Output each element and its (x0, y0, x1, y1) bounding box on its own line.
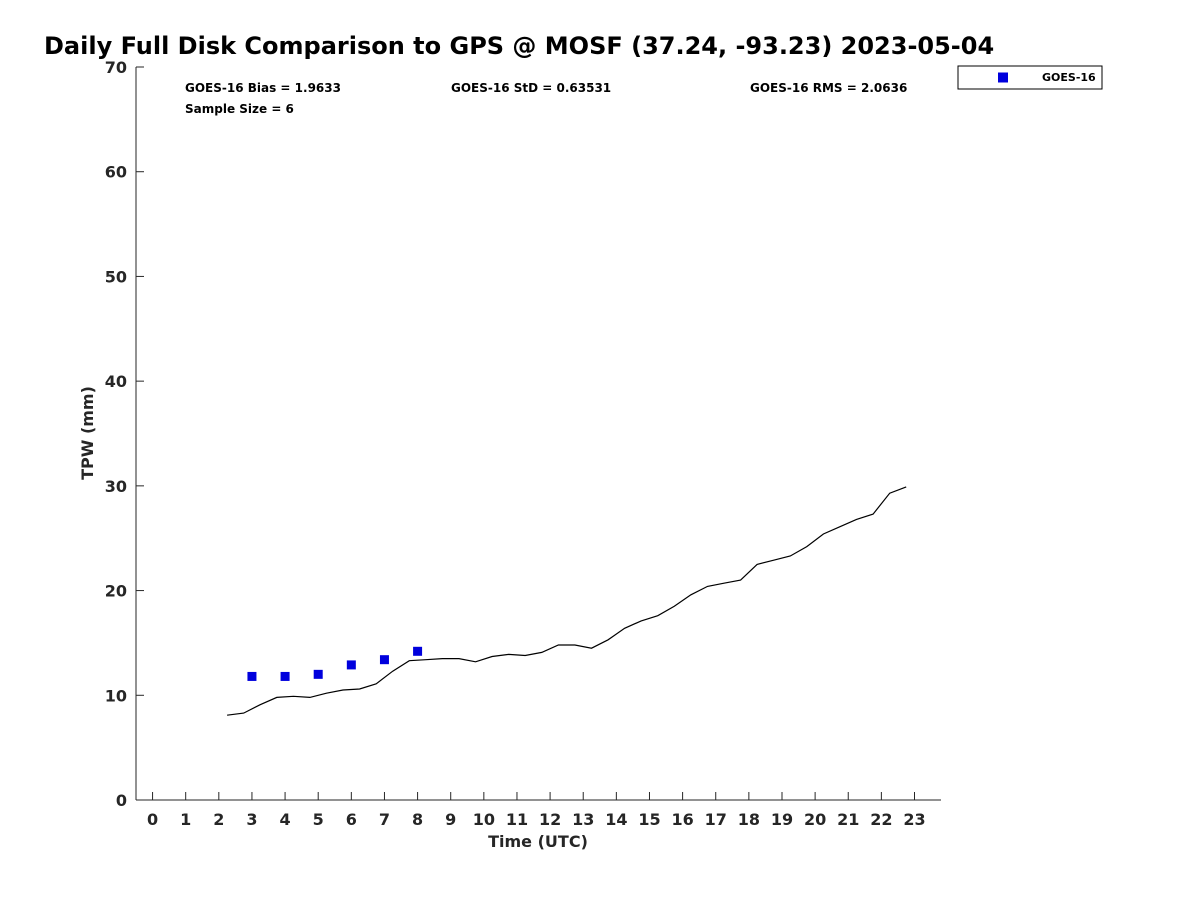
x-tick-label: 7 (379, 810, 390, 829)
x-tick-label: 6 (346, 810, 357, 829)
x-axis-label: Time (UTC) (488, 832, 588, 851)
x-tick-label: 18 (738, 810, 760, 829)
x-tick-label: 13 (572, 810, 594, 829)
goes16-point (346, 660, 356, 670)
x-tick-label: 19 (771, 810, 793, 829)
y-tick-label: 50 (105, 267, 127, 286)
x-tick-label: 12 (539, 810, 561, 829)
goes16-point (379, 655, 389, 665)
x-tick-label: 14 (605, 810, 627, 829)
chart-title: Daily Full Disk Comparison to GPS @ MOSF… (44, 32, 994, 60)
x-tick-label: 1 (180, 810, 191, 829)
gps-tpw-line (227, 486, 907, 716)
goes16-series (247, 646, 423, 681)
bias-stat: GOES-16 Bias = 1.9633 (185, 81, 341, 95)
x-tick-label: 3 (246, 810, 257, 829)
x-tick-label: 2 (213, 810, 224, 829)
x-tick-label: 22 (870, 810, 892, 829)
y-tick-label: 30 (105, 477, 127, 496)
x-tick-label: 16 (671, 810, 693, 829)
goes16-point (313, 669, 323, 679)
x-tick-label: 0 (147, 810, 158, 829)
y-tick-label: 0 (116, 791, 127, 810)
y-axis-ticks: 0 10 20 30 40 50 60 70 (105, 58, 144, 810)
y-tick-label: 40 (105, 372, 127, 391)
y-tick-label: 20 (105, 582, 127, 601)
legend-box (957, 65, 1103, 90)
x-tick-label: 5 (313, 810, 324, 829)
gps-series (227, 486, 907, 716)
x-tick-label: 20 (804, 810, 826, 829)
x-tick-label: 4 (280, 810, 291, 829)
x-tick-label: 23 (903, 810, 925, 829)
x-tick-label: 9 (445, 810, 456, 829)
y-tick-label: 10 (105, 686, 127, 705)
goes16-point (280, 671, 290, 681)
x-tick-label: 11 (506, 810, 528, 829)
std-stat: GOES-16 StD = 0.63531 (451, 81, 611, 95)
y-axis-label: TPW (mm) (78, 386, 97, 480)
x-tick-label: 17 (705, 810, 727, 829)
x-tick-label: 15 (638, 810, 660, 829)
plot-axes (135, 67, 941, 801)
rms-stat: GOES-16 RMS = 2.0636 (750, 81, 907, 95)
x-axis-ticks: 0 1 2 3 4 5 6 7 8 9 10 11 12 13 14 15 16 17 18 19 20 21 22 23 (147, 792, 926, 829)
legend-label: GOES-16 (1042, 71, 1096, 84)
x-tick-label: 10 (473, 810, 495, 829)
sample-size-stat: Sample Size = 6 (185, 102, 294, 116)
legend: GOES-16 (957, 65, 1103, 90)
goes16-point (247, 671, 257, 681)
y-tick-label: 70 (105, 58, 127, 77)
legend-marker (998, 72, 1008, 83)
x-tick-label: 8 (412, 810, 423, 829)
goes16-point (413, 646, 423, 656)
x-tick-label: 21 (837, 810, 859, 829)
y-tick-label: 60 (105, 163, 127, 182)
